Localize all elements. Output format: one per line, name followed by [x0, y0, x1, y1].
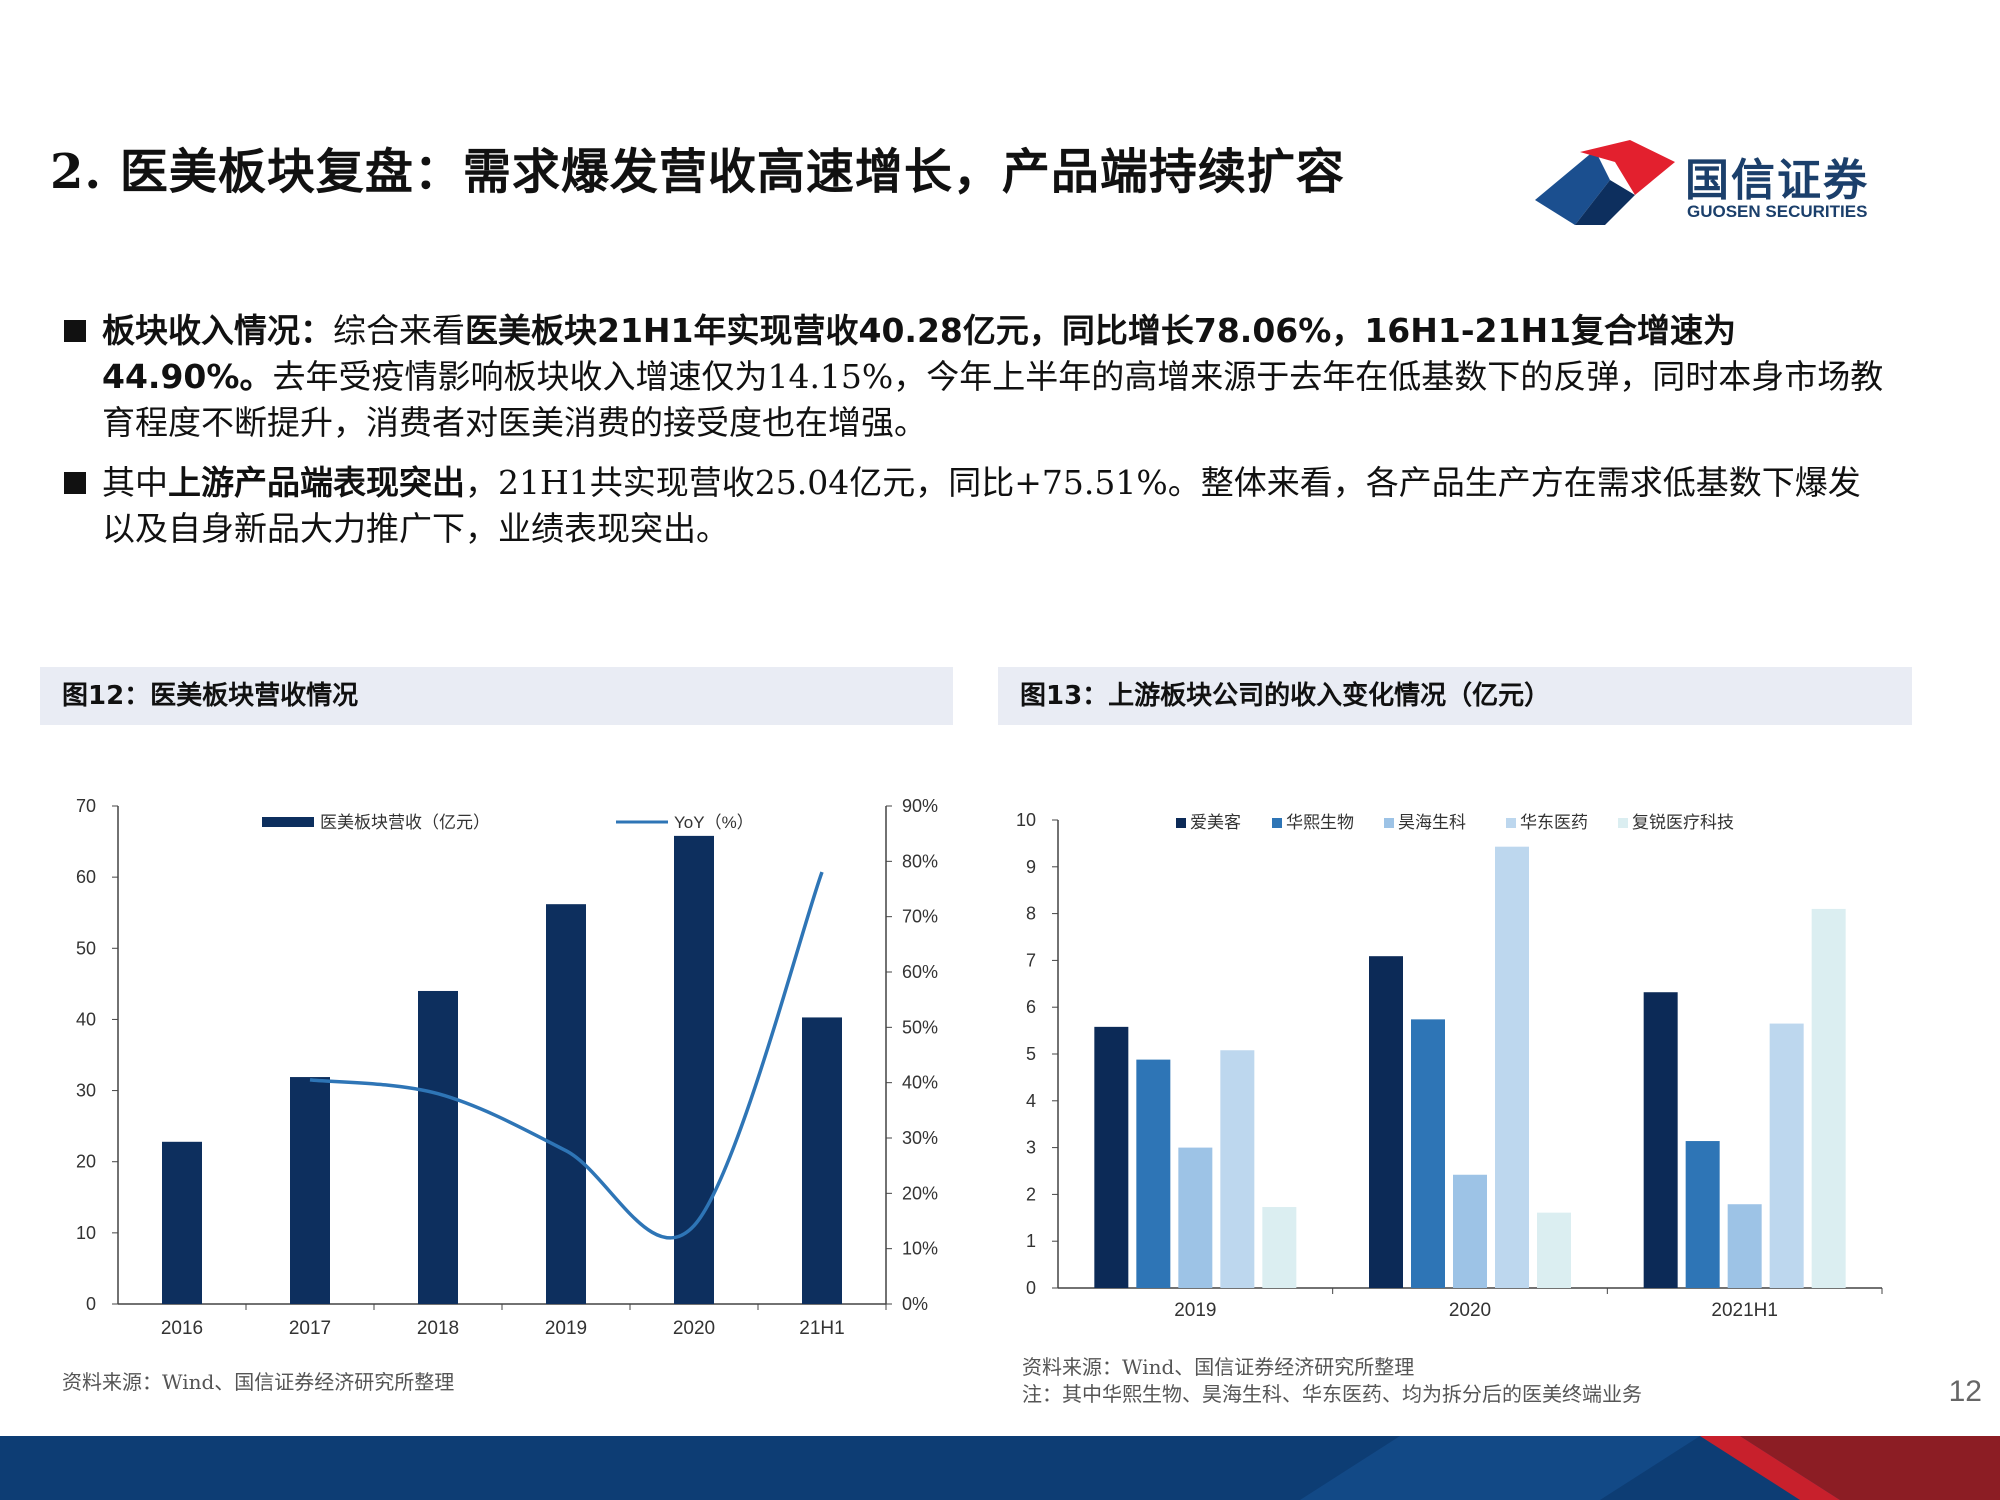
yoy-line: [309, 871, 824, 1240]
y2-tick-label: 30%: [902, 1128, 938, 1148]
y2-tick-label: 10%: [902, 1239, 938, 1259]
bar: [1136, 1059, 1171, 1288]
y-tick-label: 3: [1026, 1138, 1036, 1158]
figure-13-chart: 0 1 2 3 4 5 6 7 8 9 10 2019 2020 2021H1 爱美客 华熙生物 昊海生科 华东医…: [1016, 810, 1883, 1321]
bar: [1769, 1023, 1804, 1288]
y2-tick-label: 70%: [902, 907, 938, 927]
legend-swatch: [1176, 818, 1186, 828]
legend-label: 华熙生物: [1286, 813, 1354, 832]
bar: [1220, 1050, 1255, 1288]
figure-13-source: 资料来源：Wind、国信证券经济研究所整理: [1022, 1355, 1415, 1379]
bar: [1537, 1212, 1571, 1288]
bar: [1727, 1204, 1762, 1288]
legend-label-revenue: 医美板块营收（亿元）: [320, 813, 490, 832]
guosen-logo: 国信证券 GUOSEN SECURITIES: [1535, 140, 1885, 240]
bar: [1094, 1026, 1129, 1288]
legend-label: 复锐医疗科技: [1632, 813, 1734, 832]
x-tick-label: 21H1: [799, 1318, 844, 1339]
y-tick-label: 0: [1026, 1278, 1036, 1298]
y-tick-label: 5: [1026, 1044, 1036, 1064]
logo-mark-icon: [1535, 140, 1675, 225]
bullet-1-lead: 板块收入情况：: [102, 311, 333, 350]
bullet-square-icon: [64, 472, 86, 494]
bar: [802, 1017, 842, 1304]
legend-swatch: [1384, 818, 1394, 828]
x-tick-label: 2018: [417, 1318, 459, 1339]
footer-bar: [0, 1436, 2000, 1500]
y-tick-label: 1: [1026, 1231, 1036, 1251]
logo-text-cn: 国信证券: [1685, 155, 1869, 206]
bar: [1262, 1207, 1297, 1288]
bullet-square-icon: [64, 320, 86, 342]
page-title: 2. 医美板块复盘：需求爆发营收高速增长，产品端持续扩容: [50, 144, 1345, 200]
bullet-2-text-b: ，21H1共实现营收25.04亿元，同比+75.51%。整体来看，各产品生产方在…: [102, 463, 1861, 548]
y-tick-label: 4: [1026, 1091, 1036, 1111]
y-tick-label: 50: [76, 938, 96, 958]
bar: [1369, 956, 1403, 1288]
legend-swatch: [1618, 818, 1628, 828]
bar: [1453, 1174, 1487, 1288]
bullet-2-highlight: 上游产品端表现突出: [168, 463, 465, 502]
figure-12-chart: 0 10 20 30 40 50 60 70 0% 10% 20% 30% 40% 50% 60% 70% 80…: [76, 796, 938, 1339]
page-number: 12: [1948, 1375, 1982, 1408]
y-tick-label: 20: [76, 1152, 96, 1172]
bullet-upstream: 其中上游产品端表现突出，21H1共实现营收25.04亿元，同比+75.51%。整…: [62, 460, 1892, 552]
bar: [1411, 1019, 1445, 1288]
y-tick-label: 2: [1026, 1184, 1036, 1204]
y-tick-label: 10: [76, 1223, 96, 1243]
bar: [1643, 992, 1678, 1288]
y2-tick-label: 90%: [902, 796, 938, 816]
y-tick-label: 0: [86, 1294, 96, 1314]
y2-tick-label: 0%: [902, 1294, 928, 1314]
legend-swatch-revenue: [262, 817, 314, 827]
x-tick-label: 2020: [673, 1318, 715, 1339]
x-tick-label: 2019: [545, 1318, 587, 1339]
legend-swatch: [1506, 818, 1516, 828]
bar: [1178, 1147, 1213, 1288]
y-tick-label: 8: [1026, 904, 1036, 924]
bullet-1-highlight: 医美板块21H1年实现营收40.28亿元，同比增长78.06%，16H1-21H…: [102, 311, 1737, 396]
y-tick-label: 9: [1026, 857, 1036, 877]
y-tick-label: 60: [76, 867, 96, 887]
x-tick-label: 2019: [1174, 1300, 1216, 1321]
y-tick-label: 30: [76, 1081, 96, 1101]
y2-tick-label: 40%: [902, 1073, 938, 1093]
bar: [162, 1141, 202, 1304]
x-tick-label: 2017: [289, 1318, 331, 1339]
y-tick-label: 40: [76, 1009, 96, 1029]
legend-label: 华东医药: [1520, 813, 1588, 832]
x-tick-label: 2016: [161, 1318, 203, 1339]
y-tick-label: 70: [76, 796, 96, 816]
bullet-1-text-a: 综合来看: [333, 311, 465, 350]
x-tick-label: 2021H1: [1711, 1300, 1778, 1321]
bar: [290, 1077, 330, 1304]
bullet-1-text-b: 去年受疫情影响板块收入增速仅为14.15%，今年上半年的高增来源于去年在低基数下…: [102, 357, 1884, 442]
bar: [1811, 908, 1846, 1288]
bullet-2-text-a: 其中: [102, 463, 168, 502]
figure-12-heading: 图12：医美板块营收情况: [40, 667, 953, 725]
y-tick-label: 10: [1016, 810, 1036, 830]
bar: [1685, 1141, 1720, 1288]
figure-12-source: 资料来源：Wind、国信证券经济研究所整理: [62, 1370, 455, 1394]
bullet-revenue: 板块收入情况：综合来看医美板块21H1年实现营收40.28亿元，同比增长78.0…: [62, 308, 1892, 446]
logo-text-en: GUOSEN SECURITIES: [1687, 202, 1868, 221]
y2-tick-label: 60%: [902, 962, 938, 982]
y2-tick-label: 50%: [902, 1017, 938, 1037]
legend-label: 昊海生科: [1398, 813, 1466, 832]
y-tick-label: 6: [1026, 997, 1036, 1017]
x-tick-label: 2020: [1449, 1300, 1491, 1321]
legend-swatch: [1272, 818, 1282, 828]
figure-13-note: 注：其中华熙生物、昊海生科、华东医药、均为拆分后的医美终端业务: [1022, 1382, 1642, 1406]
y2-tick-label: 20%: [902, 1183, 938, 1203]
y2-tick-label: 80%: [902, 851, 938, 871]
figure-13-heading: 图13：上游板块公司的收入变化情况（亿元）: [998, 667, 1912, 725]
y-tick-label: 7: [1026, 950, 1036, 970]
summary-bullets: 板块收入情况：综合来看医美板块21H1年实现营收40.28亿元，同比增长78.0…: [62, 308, 1892, 566]
bar: [418, 990, 458, 1304]
bar: [1495, 846, 1529, 1288]
legend-label: 爱美客: [1190, 813, 1241, 832]
bar: [674, 835, 714, 1304]
legend-label-yoy: YoY（%）: [674, 813, 754, 832]
bar: [546, 904, 586, 1304]
